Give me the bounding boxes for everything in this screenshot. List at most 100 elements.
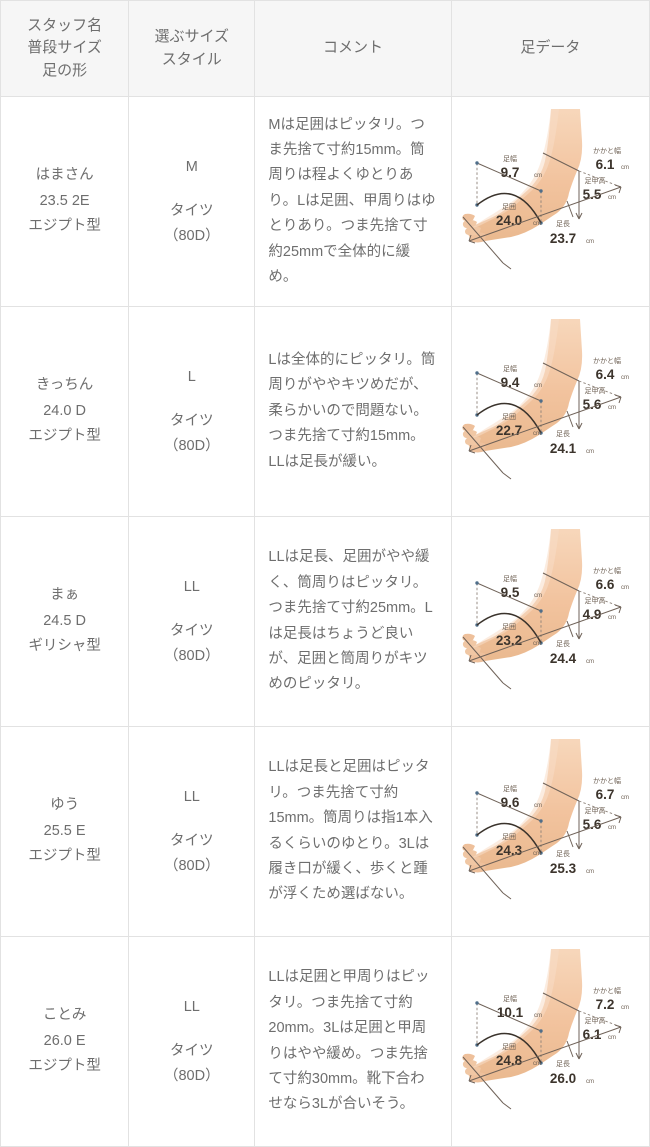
- instep-height-dimension: 足甲高 4.9 cm: [566, 591, 616, 640]
- heel-width-unit: cm: [621, 375, 629, 381]
- heel-width-value: 6.7: [596, 787, 615, 802]
- foot-data-cell: 足幅 10.1 cm かかと幅 7.2 cm 足甲高 6.1 cm 足囲 24.…: [450, 936, 650, 1147]
- foot-length-dimension: 足長 24.4 cm: [462, 590, 622, 690]
- heel-width-unit: cm: [621, 585, 629, 591]
- instep-height-dimension: 足甲高 5.6 cm: [566, 801, 616, 850]
- staff-foot-shape: エジプト型: [28, 848, 101, 865]
- heel-width-value: 6.1: [596, 157, 615, 172]
- staff-usual-size: 24.0 D: [43, 402, 86, 419]
- heel-width-dimension: かかと幅 6.6 cm: [543, 566, 629, 592]
- heel-width-dimension: かかと幅 6.1 cm: [543, 146, 629, 172]
- instep-height-label: 足甲高: [585, 386, 606, 395]
- foot-girth-value: 24.3: [496, 843, 523, 858]
- style-denier: （80D）: [163, 1067, 220, 1084]
- foot-data-cell: 足幅 9.7 cm かかと幅 6.1 cm 足甲高 5.5 cm 足囲 24.0…: [450, 96, 650, 307]
- foot-measurement-diagram: 足幅 9.7 cm かかと幅 6.1 cm 足甲高 5.5 cm 足囲 24.0…: [462, 109, 629, 270]
- staff-usual-size: 23.5 2E: [39, 192, 90, 209]
- foot-girth-label: 足囲: [502, 833, 516, 841]
- foot-length-unit: cm: [586, 449, 594, 455]
- foot-width-label: 足幅: [503, 784, 517, 793]
- header-line: スタイル: [161, 50, 222, 68]
- foot-width-dimension: 足幅 9.5 cm: [475, 574, 544, 645]
- foot-width-dimension: 足幅 9.4 cm: [475, 364, 544, 435]
- heel-width-dimension: かかと幅 6.4 cm: [543, 356, 629, 382]
- heel-width-value: 6.6: [596, 577, 615, 592]
- foot-girth-value: 23.2: [496, 633, 522, 648]
- spacer: [135, 389, 248, 409]
- instep-height-unit: cm: [608, 405, 616, 411]
- staff-foot-shape: ギリシャ型: [28, 638, 101, 655]
- spacer: [135, 1019, 248, 1039]
- header-line: 普段サイズ: [27, 39, 102, 57]
- style-denier: （80D）: [163, 647, 220, 664]
- foot-length-value: 24.1: [550, 441, 577, 456]
- heel-width-unit: cm: [621, 1005, 629, 1011]
- instep-height-value: 5.6: [583, 397, 602, 412]
- table-row: はまさん 23.5 2E エジプト型 M タイツ （80D） Mは足囲はピッタリ…: [0, 96, 650, 307]
- column-header-size: 選ぶサイズ スタイル: [128, 0, 256, 97]
- comment-cell: LLは足囲と甲周りはピッタリ。つま先捨て寸約20mm。3Lは足囲と甲周りはやや緩…: [254, 936, 452, 1147]
- header-line: 足の形: [42, 61, 88, 79]
- foot-width-value: 9.7: [501, 165, 520, 180]
- foot-width-unit: cm: [534, 593, 542, 599]
- table-row: きっちん 24.0 D エジプト型 L タイツ （80D） Lは全体的にピッタリ…: [0, 306, 650, 517]
- staff-name: はまさん: [35, 167, 94, 184]
- instep-height-dimension: 足甲高 5.6 cm: [566, 381, 616, 430]
- style-name: タイツ: [170, 1043, 214, 1060]
- instep-height-label: 足甲高: [585, 596, 606, 605]
- foot-measurement-diagram: 足幅 10.1 cm かかと幅 7.2 cm 足甲高 6.1 cm 足囲 24.…: [462, 949, 629, 1110]
- foot-measurement-diagram: 足幅 9.6 cm かかと幅 6.7 cm 足甲高 5.6 cm 足囲 24.3…: [462, 739, 629, 900]
- size-cell: LL タイツ （80D）: [128, 516, 256, 727]
- header-line: コメント: [323, 39, 384, 57]
- foot-girth-unit: cm: [533, 431, 541, 437]
- spacer: [135, 599, 248, 619]
- foot-length-value: 25.3: [550, 861, 577, 876]
- instep-height-value: 4.9: [583, 607, 602, 622]
- heel-width-dimension: かかと幅 7.2 cm: [543, 986, 629, 1012]
- comment-cell: Lは全体的にピッタリ。筒周りがややキツめだが、柔らかいので問題ない。つま先捨て寸…: [254, 306, 452, 517]
- table-row: ことみ 26.0 E エジプト型 LL タイツ （80D） LLは足囲と甲周りは…: [0, 936, 650, 1147]
- foot-width-value: 9.6: [501, 795, 520, 810]
- staff-foot-shape: エジプト型: [28, 218, 101, 235]
- size-cell: M タイツ （80D）: [128, 96, 256, 307]
- staff-name: ゆう: [50, 797, 80, 814]
- heel-width-label: かかと幅: [593, 566, 621, 575]
- table-row: ゆう 25.5 E エジプト型 LL タイツ （80D） LLは足長と足囲はピッ…: [0, 726, 650, 937]
- foot-width-value: 9.4: [501, 375, 520, 390]
- foot-length-dimension: 足長 23.7 cm: [462, 170, 622, 270]
- foot-length-dimension: 足長 25.3 cm: [462, 800, 622, 900]
- spacer: [135, 179, 248, 199]
- staff-usual-size: 26.0 E: [43, 1032, 86, 1049]
- foot-girth-dimension: 足囲 22.7 cm: [476, 402, 542, 438]
- foot-length-unit: cm: [586, 659, 594, 665]
- header-line: 足データ: [520, 39, 581, 57]
- table-header-row: スタッフ名 普段サイズ 足の形 選ぶサイズ スタイル コメント 足データ: [0, 0, 650, 97]
- instep-height-value: 6.1: [583, 1027, 602, 1042]
- comment-cell: LLは足長、足囲がやや緩く、筒周りはピッタリ。つま先捨て寸約25mm。Lは足長は…: [254, 516, 452, 727]
- column-header-footdata: 足データ: [450, 0, 650, 97]
- staff-foot-shape: エジプト型: [28, 1058, 101, 1075]
- heel-width-unit: cm: [621, 165, 629, 171]
- header-line: 選ぶサイズ: [154, 28, 230, 45]
- foot-length-unit: cm: [586, 239, 594, 245]
- instep-height-unit: cm: [608, 615, 616, 621]
- instep-height-dimension: 足甲高 6.1 cm: [566, 1011, 616, 1060]
- foot-width-dimension: 足幅 10.1 cm: [475, 994, 544, 1065]
- foot-measurement-diagram: 足幅 9.4 cm かかと幅 6.4 cm 足甲高 5.6 cm 足囲 22.7…: [462, 319, 629, 480]
- foot-girth-label: 足囲: [502, 1043, 516, 1051]
- staff-name: まぁ: [50, 587, 80, 604]
- foot-illustration: [462, 319, 583, 453]
- style-name: タイツ: [170, 203, 214, 220]
- foot-length-label: 足長: [556, 430, 570, 438]
- chosen-size: LL: [183, 998, 200, 1015]
- foot-length-label: 足長: [556, 850, 570, 858]
- column-header-staff: スタッフ名 普段サイズ 足の形: [0, 0, 130, 97]
- foot-girth-unit: cm: [533, 1061, 541, 1067]
- foot-width-value: 9.5: [501, 585, 520, 600]
- instep-height-label: 足甲高: [585, 806, 606, 815]
- size-cell: L タイツ （80D）: [128, 306, 256, 517]
- foot-girth-unit: cm: [533, 221, 541, 227]
- foot-length-dimension: 足長 26.0 cm: [462, 1010, 622, 1110]
- instep-height-label: 足甲高: [585, 1016, 606, 1025]
